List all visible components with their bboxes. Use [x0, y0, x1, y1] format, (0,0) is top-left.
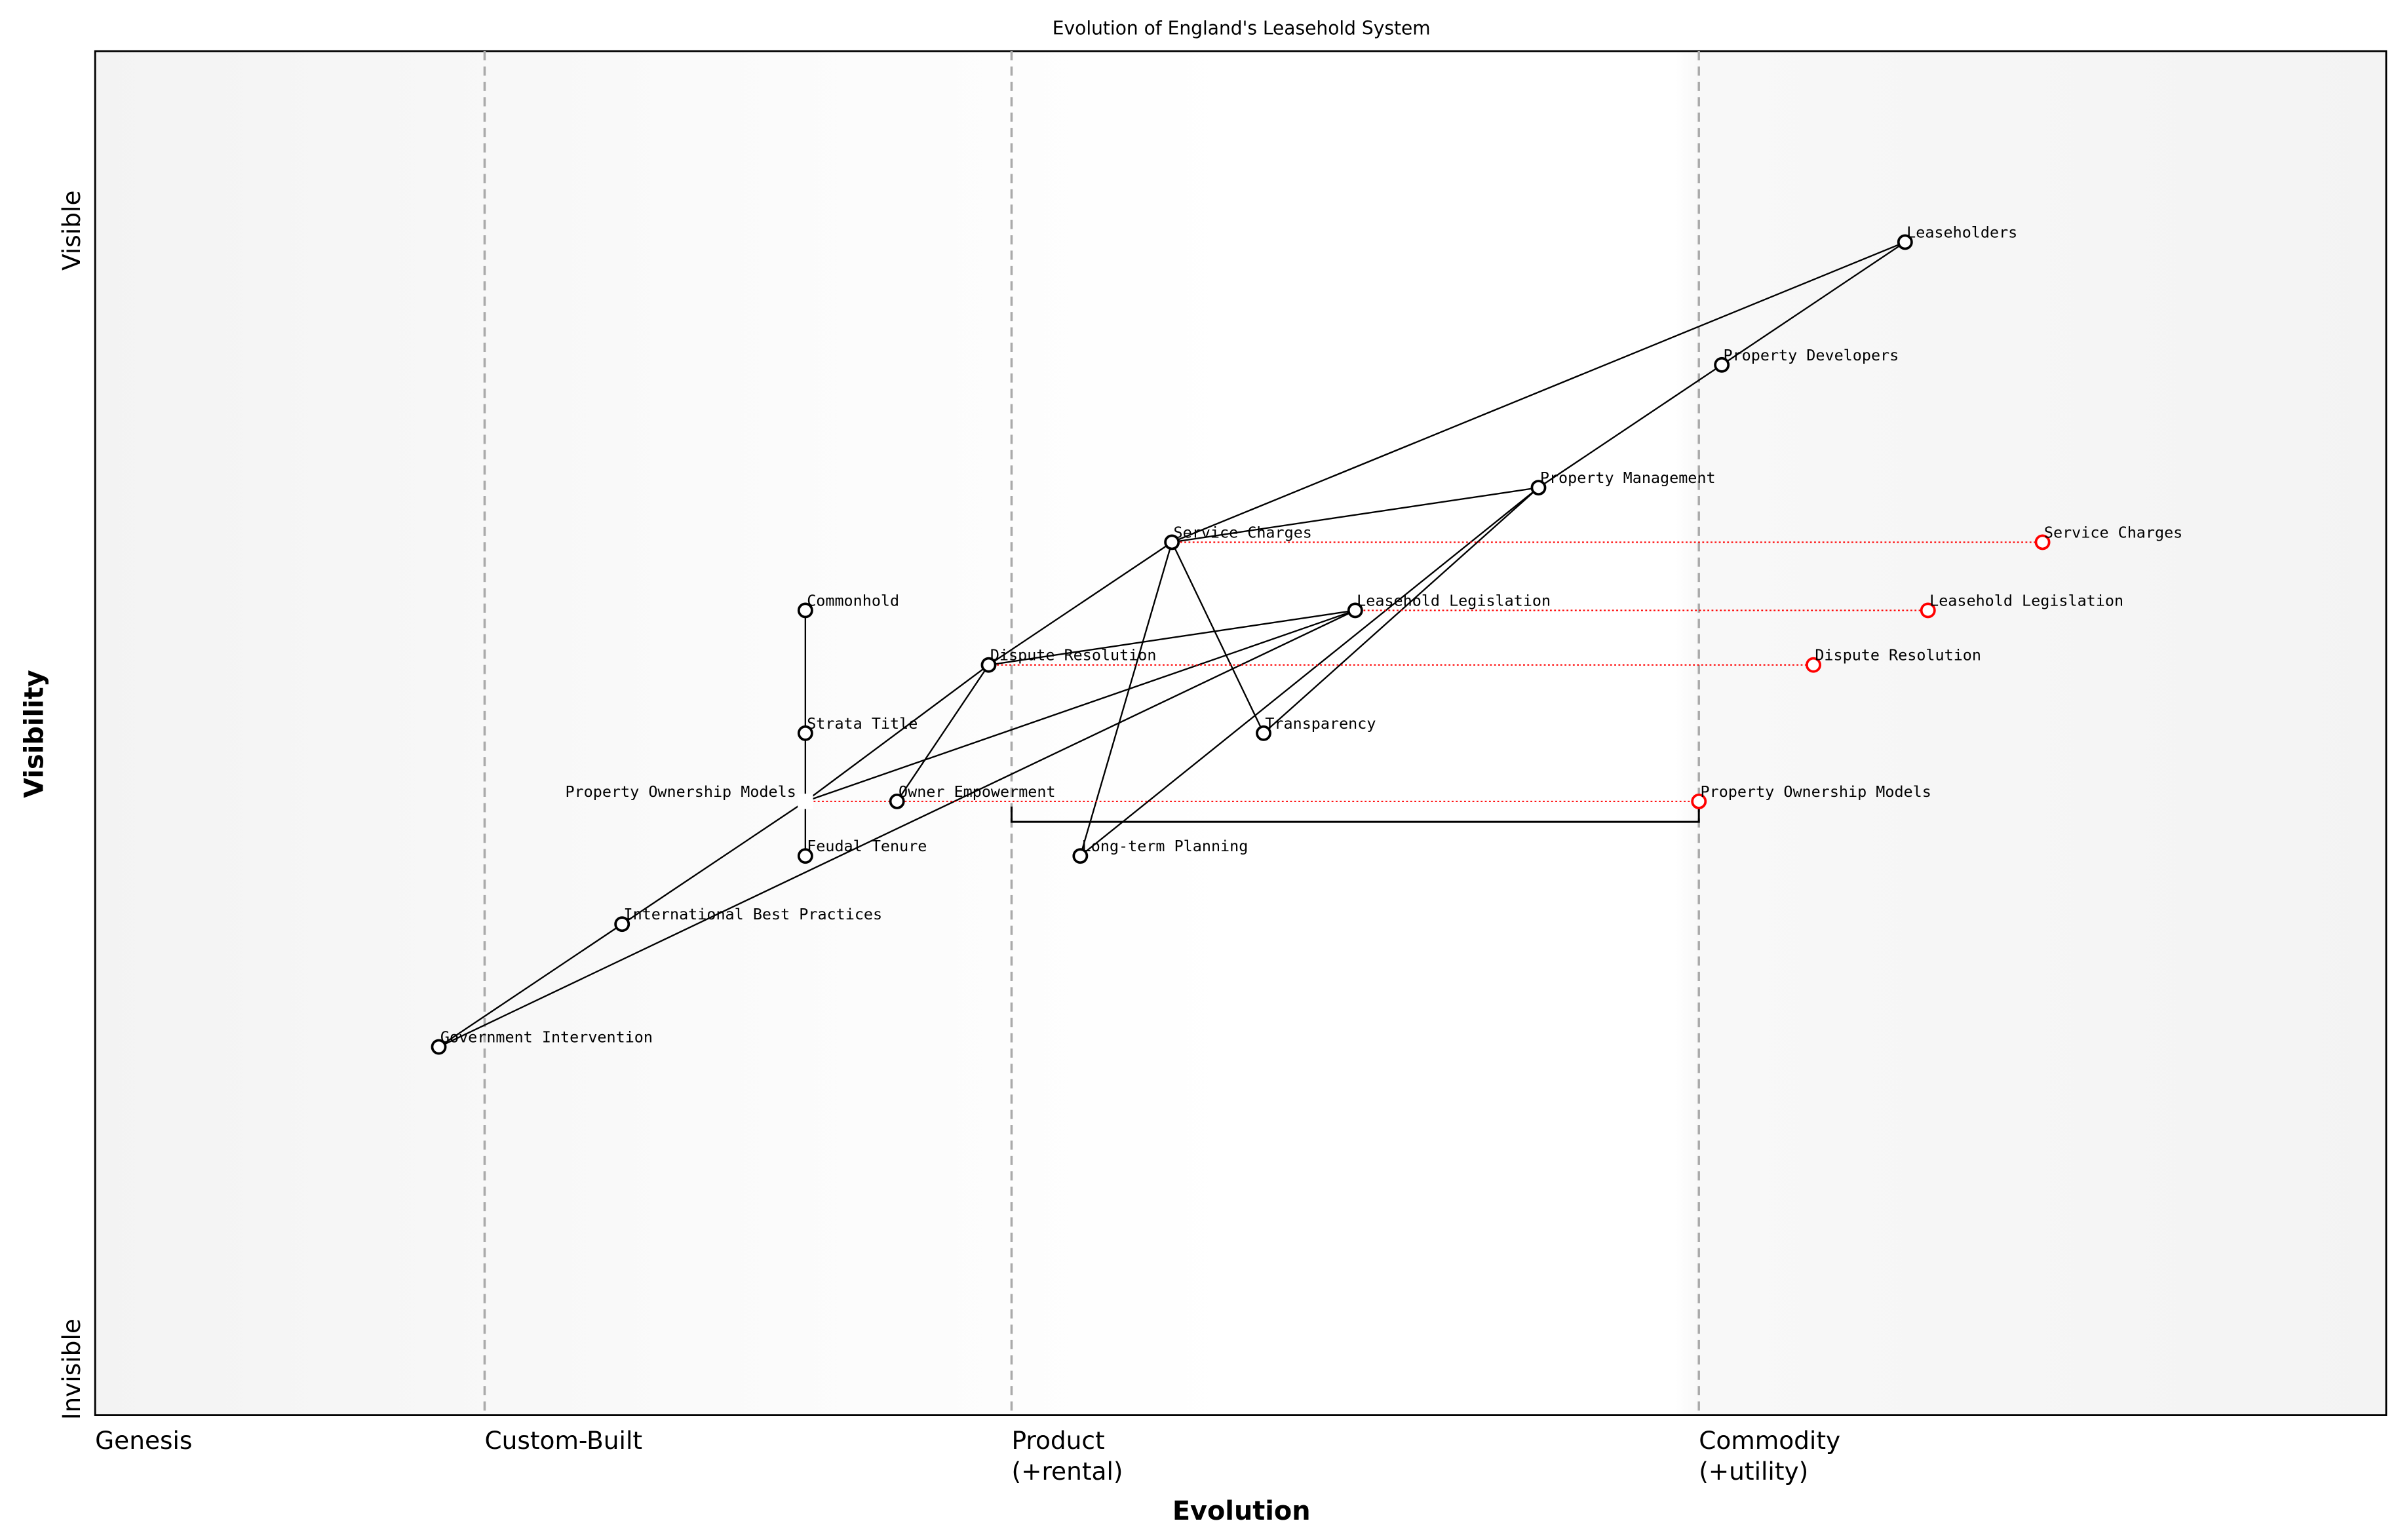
component-node-longterm[interactable] [1072, 848, 1089, 864]
dependency-link [1079, 487, 1539, 857]
component-node-developers[interactable] [1714, 356, 1730, 373]
map-title: Evolution of England's Leasehold System [1053, 17, 1431, 39]
plot-area [94, 50, 2388, 1416]
component-label: Service Charges [1174, 523, 1312, 541]
dependency-link [1171, 541, 1265, 734]
y-axis-title: Visibility [20, 670, 50, 798]
stage-label: Commodity [1699, 1426, 1840, 1455]
dependency-link [1538, 364, 1722, 489]
component-node-ibp[interactable] [614, 916, 630, 933]
component-label: Strata Title [807, 714, 918, 733]
component-label: Government Intervention [440, 1028, 653, 1047]
component-label: Property Developers [1723, 346, 1899, 364]
component-node-strata[interactable] [797, 725, 813, 741]
component-label: Feudal Tenure [807, 837, 927, 855]
component-node-gov[interactable] [431, 1039, 447, 1055]
dependency-link [896, 664, 990, 802]
evolved-label: Property Ownership Models [1701, 782, 1931, 801]
dependency-link [1171, 241, 1906, 543]
stage-label: Genesis [95, 1426, 192, 1455]
evolved-node-dispute[interactable] [1806, 657, 1821, 673]
component-label: Leaseholders [1906, 223, 2017, 241]
component-label: Dispute Resolution [990, 646, 1157, 664]
component-label: Leasehold Legislation [1357, 591, 1551, 609]
component-node-service[interactable] [1164, 534, 1180, 550]
dependency-link [988, 609, 1356, 666]
dependency-link [1721, 241, 1906, 366]
stage-label-sub: (+rental) [1011, 1457, 1123, 1486]
evolved-label: Leasehold Legislation [1929, 591, 2123, 609]
component-node-leaseholders[interactable] [1897, 234, 1913, 250]
evolved-label: Service Charges [2044, 523, 2182, 541]
component-node-transparency[interactable] [1256, 725, 1271, 741]
component-label: Long-term Planning [1082, 837, 1248, 855]
stage-label: Product [1011, 1426, 1104, 1455]
dependency-link [438, 923, 623, 1048]
dependency-link [988, 541, 1172, 666]
dependency-link [805, 609, 1356, 802]
pipeline-node[interactable] [798, 794, 813, 809]
evolved-label: Dispute Resolution [1815, 646, 1981, 664]
dependency-link [805, 664, 990, 802]
component-node-legislation[interactable] [1347, 602, 1363, 619]
component-node-dispute[interactable] [980, 657, 997, 673]
evolved-node-legislation[interactable] [1920, 602, 1936, 619]
component-node-management[interactable] [1530, 480, 1547, 496]
pipeline-bracket [1010, 806, 1700, 823]
dependency-link [438, 609, 1356, 1048]
component-label: Owner Empowerment [899, 782, 1056, 801]
component-node-commonhold[interactable] [797, 602, 813, 619]
component-node-empowerment[interactable] [889, 793, 905, 809]
component-label: Transparency [1265, 714, 1376, 733]
component-label: Property Ownership Models [566, 782, 796, 801]
dependency-link [1079, 542, 1173, 857]
component-label: International Best Practices [624, 905, 883, 923]
x-axis-title: Evolution [1172, 1496, 1311, 1526]
y-axis-bottom-label: Invisible [57, 1319, 86, 1419]
stage-label-sub: (+utility) [1699, 1457, 1808, 1486]
component-node-feudal[interactable] [797, 848, 813, 864]
dependency-link [1172, 486, 1539, 543]
component-label: Property Management [1540, 469, 1716, 487]
y-axis-top-label: Visible [57, 191, 86, 271]
dependency-link [621, 800, 806, 925]
stage-label: Custom-Built [484, 1426, 642, 1455]
component-label: Commonhold [807, 591, 899, 609]
evolved-node-service[interactable] [2034, 534, 2051, 550]
evolved-node-pom[interactable] [1691, 793, 1707, 809]
